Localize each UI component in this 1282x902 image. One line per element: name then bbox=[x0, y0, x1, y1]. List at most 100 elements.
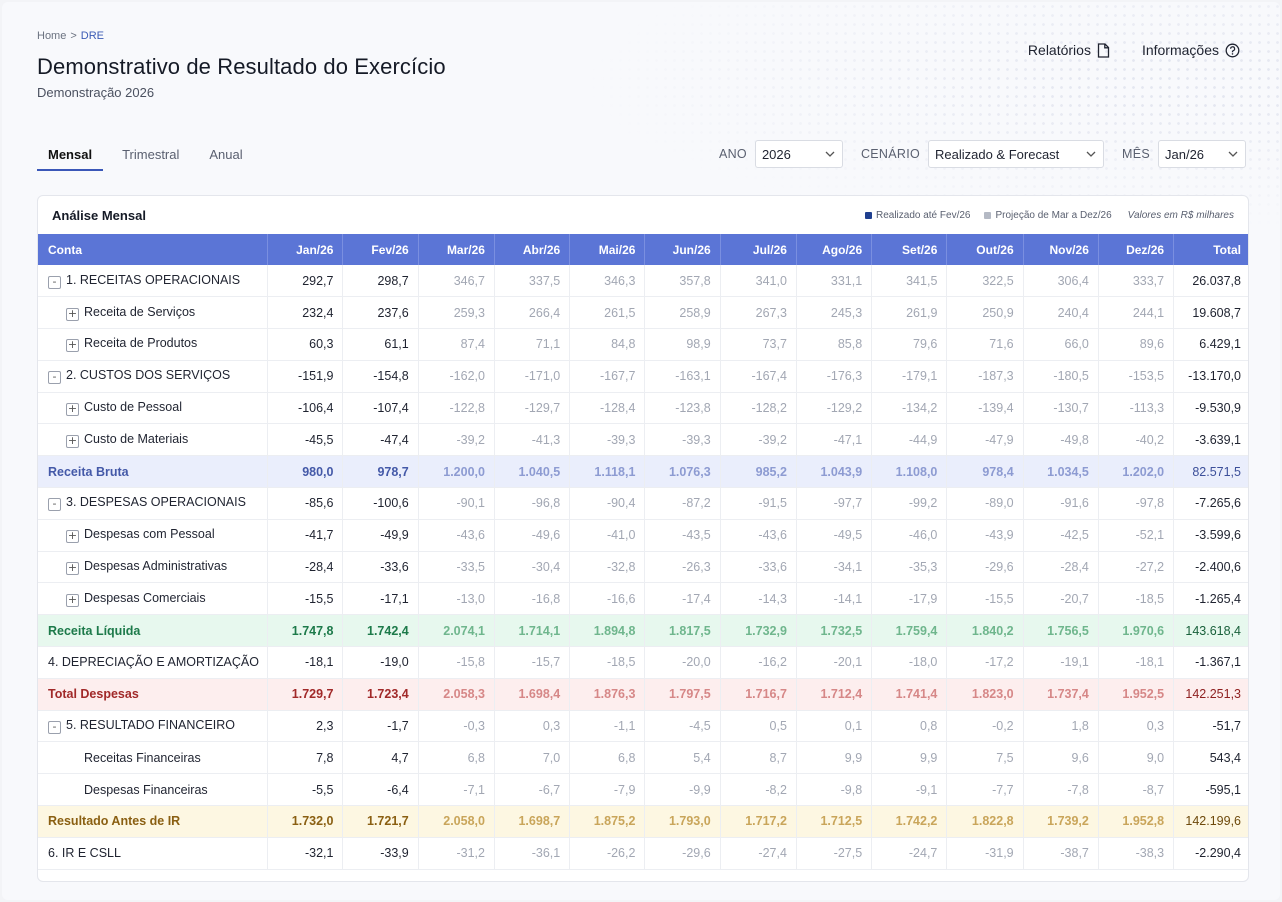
row-label: 3. DESPESAS OPERACIONAIS bbox=[66, 495, 246, 510]
expand-icon[interactable]: + bbox=[66, 433, 79, 448]
table-row: 6. IR E CSLL -32,1 -33,9 -31,2 -36,1 -26,2 -29… bbox=[38, 837, 1248, 870]
value-cell: -33,6 bbox=[720, 551, 797, 584]
value-cell: 7,5 bbox=[946, 741, 1024, 775]
expand-icon[interactable]: + bbox=[66, 529, 79, 544]
value-cell: -9,9 bbox=[644, 773, 721, 807]
value-cell: -18,0 bbox=[871, 646, 948, 679]
table-row: -3. DESPESAS OPERACIONAIS -85,6 -100,6 -90,… bbox=[38, 487, 1248, 520]
value-cell: 1.747,8 bbox=[267, 614, 344, 648]
info-label: Informações bbox=[1141, 42, 1219, 58]
value-cell: 1.721,7 bbox=[342, 805, 419, 838]
value-cell: 9,9 bbox=[796, 741, 873, 775]
value-cell: 1.723,4 bbox=[342, 678, 419, 711]
value-cell: 87,4 bbox=[418, 328, 495, 361]
breadcrumb-current[interactable]: DRE bbox=[80, 30, 105, 42]
value-cell: -4,5 bbox=[644, 710, 721, 743]
value-cell: 244,1 bbox=[1098, 296, 1175, 330]
value-cell: 259,3 bbox=[418, 296, 495, 330]
value-cell: 4,7 bbox=[342, 741, 419, 775]
column-header-conta[interactable]: Conta bbox=[38, 234, 269, 265]
row-label: Receita Líquida bbox=[48, 623, 141, 638]
value-cell: 79,6 bbox=[871, 328, 948, 361]
legend-swatch-projection bbox=[984, 211, 992, 219]
column-header[interactable]: Mar/26 bbox=[418, 234, 495, 265]
collapse-icon[interactable]: - bbox=[48, 275, 61, 289]
month-label: MÊS bbox=[1122, 147, 1150, 161]
value-cell: -49,8 bbox=[1023, 423, 1099, 457]
column-header[interactable]: Jul/26 bbox=[720, 234, 797, 265]
table-row: Receita Líquida 1.747,8 1.742,4 2.074,1 1.71… bbox=[38, 614, 1248, 648]
column-header[interactable]: Ago/26 bbox=[796, 234, 873, 265]
expand-icon[interactable]: + bbox=[66, 402, 79, 417]
value-cell: 2.058,0 bbox=[418, 805, 495, 838]
scenario-select[interactable]: Realizado & Forecast bbox=[928, 140, 1104, 168]
month-select[interactable]: Jan/26 bbox=[1158, 140, 1246, 168]
reports-button[interactable]: Relatórios bbox=[1028, 42, 1110, 58]
value-cell: 1.970,6 bbox=[1098, 614, 1175, 648]
expand-icon[interactable]: + bbox=[66, 338, 79, 353]
tab-anual[interactable]: Anual bbox=[209, 147, 243, 162]
value-cell: -52,1 bbox=[1098, 519, 1175, 552]
value-cell: -20,7 bbox=[1023, 582, 1099, 616]
value-cell: 9,9 bbox=[871, 741, 948, 775]
column-header[interactable]: Out/26 bbox=[946, 234, 1024, 265]
info-button[interactable]: Informações bbox=[1142, 42, 1240, 58]
column-header[interactable]: Set/26 bbox=[871, 234, 948, 265]
value-cell: -139,4 bbox=[946, 392, 1024, 425]
row-label: Custo de Materiais bbox=[84, 431, 189, 446]
year-select[interactable]: 2026 bbox=[754, 140, 843, 168]
value-cell: -28,4 bbox=[267, 551, 344, 584]
table-row: + Custo de Materiais -45,5 -47,4 -39,2 -41,3-… bbox=[38, 423, 1248, 457]
value-cell: -134,2 bbox=[871, 392, 948, 425]
expand-icon[interactable]: + bbox=[66, 592, 79, 607]
value-cell: -122,8 bbox=[418, 392, 495, 425]
tab-mensal[interactable]: Mensal bbox=[37, 144, 104, 171]
value-cell: -18,1 bbox=[267, 646, 344, 679]
row-label: 5. RESULTADO FINANCEIRO bbox=[66, 718, 236, 733]
value-cell: 1.894,8 bbox=[569, 614, 646, 648]
value-cell: 1.876,3 bbox=[569, 678, 646, 711]
legend-swatch-realized bbox=[864, 211, 872, 219]
collapse-icon[interactable]: - bbox=[48, 721, 61, 735]
value-cell: 1.759,4 bbox=[871, 614, 948, 648]
column-header[interactable]: Jun/26 bbox=[644, 234, 721, 265]
value-cell: 1.741,4 bbox=[871, 678, 948, 711]
total-cell: -13.170,0 bbox=[1173, 360, 1248, 393]
value-cell: 71,1 bbox=[494, 328, 571, 361]
expand-icon[interactable]: + bbox=[66, 306, 79, 321]
value-cell: -15,8 bbox=[418, 646, 495, 679]
column-header[interactable]: Nov/26 bbox=[1023, 234, 1099, 265]
column-header[interactable]: Total bbox=[1173, 234, 1248, 265]
column-header[interactable]: Abr/26 bbox=[494, 234, 571, 265]
value-cell: -97,7 bbox=[796, 487, 873, 520]
value-cell: -16,8 bbox=[494, 582, 571, 616]
breadcrumb-home[interactable]: Home bbox=[37, 30, 67, 42]
value-cell: 1.756,5 bbox=[1023, 614, 1099, 648]
value-cell: -14,1 bbox=[796, 582, 873, 616]
collapse-icon[interactable]: - bbox=[48, 371, 61, 385]
row-label-cell: -2. CUSTOS DOS SERVIÇOS bbox=[38, 360, 269, 393]
row-label-cell: 6. IR E CSLL bbox=[38, 837, 269, 870]
expand-icon[interactable]: + bbox=[66, 561, 79, 576]
collapse-icon[interactable]: - bbox=[48, 498, 61, 512]
value-cell: -85,6 bbox=[267, 487, 344, 520]
table-row: + Receita de Serviços 232,4 237,6 259,3 266,4… bbox=[38, 296, 1248, 330]
total-cell: 543,4 bbox=[1173, 741, 1248, 775]
value-cell: 89,6 bbox=[1098, 328, 1175, 361]
value-cell: -43,6 bbox=[720, 519, 797, 552]
value-cell: 2.074,1 bbox=[418, 614, 495, 648]
dre-table: Conta Jan/26 Fev/26 Mar/26 Abr/26 Mai/26 Jun/2… bbox=[38, 234, 1248, 870]
value-cell: 1.712,5 bbox=[796, 805, 873, 838]
column-header[interactable]: Jan/26 bbox=[267, 234, 344, 265]
total-cell: -595,1 bbox=[1173, 773, 1248, 807]
column-header[interactable]: Dez/26 bbox=[1098, 234, 1175, 265]
column-header[interactable]: Fev/26 bbox=[342, 234, 419, 265]
value-cell: -33,9 bbox=[342, 837, 419, 870]
column-header[interactable]: Mai/26 bbox=[569, 234, 646, 265]
value-cell: 1.043,9 bbox=[796, 455, 873, 489]
value-cell: -33,5 bbox=[418, 551, 495, 584]
tab-trimestral[interactable]: Trimestral bbox=[122, 147, 180, 162]
value-cell: 1.822,8 bbox=[946, 805, 1024, 838]
row-label: Resultado Antes de IR bbox=[48, 814, 181, 829]
value-cell: 978,7 bbox=[342, 455, 419, 489]
